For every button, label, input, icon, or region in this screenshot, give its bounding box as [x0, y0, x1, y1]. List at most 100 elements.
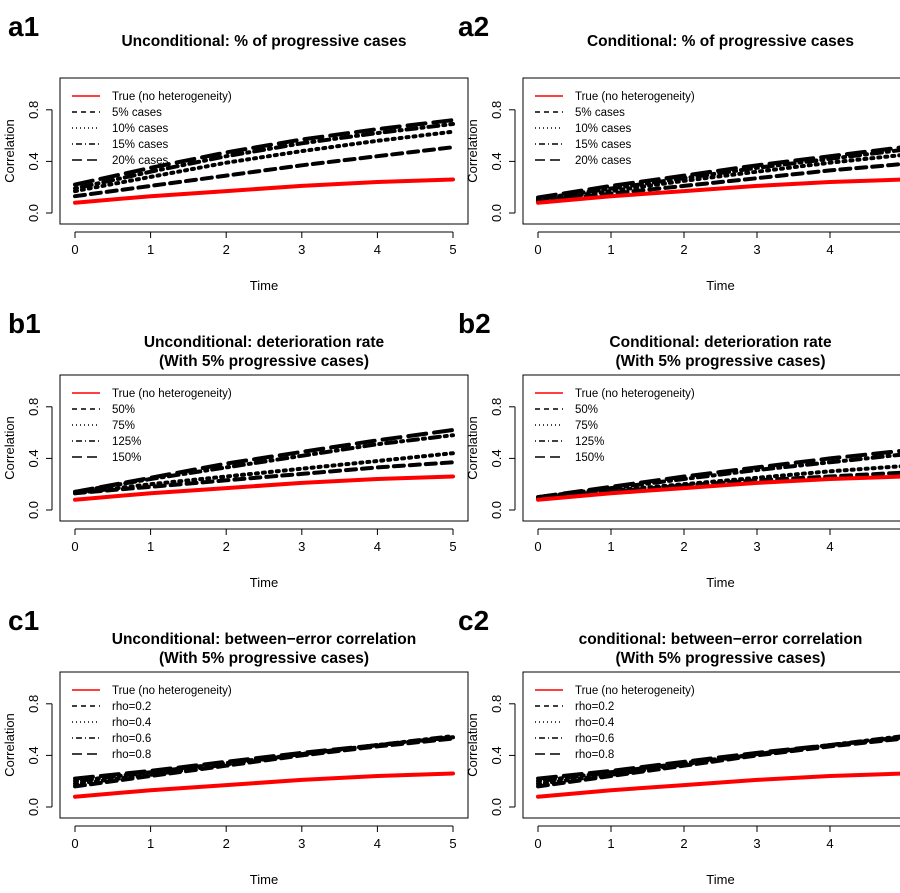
x-tick-label: 0: [534, 539, 541, 554]
series-line-rho-0-8: [73, 735, 455, 781]
chart-title: Unconditional: % of progressive cases: [121, 33, 406, 50]
legend-label: True (no heterogeneity): [112, 685, 232, 697]
legend-label: 75%: [112, 420, 135, 432]
x-tick-label: 1: [147, 836, 154, 851]
y-axis-label: Correlation: [465, 416, 480, 480]
x-tick-label: 1: [607, 242, 614, 257]
series-line-150-: [536, 449, 900, 500]
y-tick-label: 0.8: [26, 695, 41, 713]
y-tick-label: 0.4: [26, 152, 41, 170]
series-line-75-: [536, 464, 900, 501]
panel-label: a2: [458, 11, 489, 42]
legend-label: rho=0.4: [575, 717, 615, 729]
x-tick-label: 2: [223, 242, 230, 257]
series-line-true-no-heterogeneity-: [73, 474, 455, 502]
series-line-true-no-heterogeneity-: [73, 177, 455, 205]
series-line-10-cases: [536, 153, 900, 203]
plot-frame: [59, 77, 469, 225]
x-tick-label: 5: [449, 539, 456, 554]
y-tick-label: 0.0: [26, 798, 41, 816]
legend-label: rho=0.2: [112, 701, 151, 713]
legend-label: True (no heterogeneity): [575, 91, 695, 103]
x-tick-label: 5: [449, 242, 456, 257]
chart-title: Conditional: % of progressive cases: [587, 33, 854, 50]
y-tick-label: 0.0: [26, 501, 41, 519]
series-line-5-cases: [73, 145, 455, 199]
legend-label: True (no heterogeneity): [112, 91, 232, 103]
y-tick-label: 0.0: [489, 204, 504, 222]
x-tick-label: 4: [374, 242, 381, 257]
y-tick-label: 0.0: [26, 204, 41, 222]
x-tick-label: 4: [826, 242, 833, 257]
y-tick-label: 0.0: [489, 501, 504, 519]
y-tick-label: 0.0: [489, 798, 504, 816]
legend-label: 150%: [575, 452, 604, 464]
panel-label: b1: [8, 308, 41, 339]
x-tick-label: 3: [298, 836, 305, 851]
x-tick-label: 3: [753, 539, 760, 554]
series-line-rho-0-8: [536, 735, 900, 781]
x-tick-label: 4: [374, 539, 381, 554]
chart-title: (With 5% progressive cases): [159, 353, 369, 370]
x-tick-label: 3: [753, 242, 760, 257]
series-line-10-cases: [73, 129, 455, 194]
series-line-true-no-heterogeneity-: [536, 474, 900, 502]
x-axis-label: Time: [706, 278, 734, 293]
panel-c2: c2 conditional: between−error correlation…: [458, 605, 900, 887]
series-line-rho-0-2: [536, 736, 900, 789]
plot-frame: [522, 77, 900, 225]
legend-label: True (no heterogeneity): [575, 388, 695, 400]
legend-label: rho=0.8: [112, 749, 151, 761]
x-tick-label: 1: [607, 836, 614, 851]
legend-label: 20% cases: [112, 155, 169, 167]
legend-label: 10% cases: [112, 123, 169, 135]
panel-label: a1: [8, 11, 39, 42]
panel-a2: a2 Conditional: % of progressive cases 0 1 2…: [458, 11, 900, 293]
chart-title: (With 5% progressive cases): [615, 353, 825, 370]
series-line-20-cases: [73, 118, 455, 187]
x-tick-label: 0: [71, 836, 78, 851]
chart-title: (With 5% progressive cases): [159, 650, 369, 667]
plot-frame: [522, 671, 900, 819]
y-tick-label: 0.4: [26, 449, 41, 467]
legend-label: 5% cases: [575, 107, 625, 119]
x-tick-label: 1: [147, 242, 154, 257]
chart-title: Unconditional: between−error correlation: [112, 631, 416, 648]
panel-b1: b1 Unconditional: deterioration rate (With…: [2, 308, 469, 590]
x-tick-label: 2: [223, 836, 230, 851]
legend-label: 75%: [575, 420, 598, 432]
x-tick-label: 4: [374, 836, 381, 851]
series-line-15-cases: [536, 148, 900, 201]
panel-label: c2: [458, 605, 489, 636]
y-tick-label: 0.8: [26, 398, 41, 416]
x-tick-label: 3: [753, 836, 760, 851]
plot-frame: [522, 374, 900, 522]
legend-label: 150%: [112, 452, 141, 464]
series-line-true-no-heterogeneity-: [536, 177, 900, 205]
series-line-rho-0-2: [73, 736, 455, 789]
legend-label: 20% cases: [575, 155, 632, 167]
x-tick-label: 3: [298, 539, 305, 554]
panel-label: c1: [8, 605, 39, 636]
legend-label: True (no heterogeneity): [575, 685, 695, 697]
y-axis-label: Correlation: [465, 713, 480, 777]
x-tick-label: 1: [607, 539, 614, 554]
x-axis-label: Time: [250, 278, 278, 293]
panel-b2: b2 Conditional: deterioration rate (With 5…: [458, 308, 900, 590]
panel-label: b2: [458, 308, 491, 339]
legend-label: rho=0.6: [575, 733, 614, 745]
x-tick-label: 0: [71, 539, 78, 554]
x-tick-label: 5: [449, 836, 456, 851]
y-tick-label: 0.8: [489, 398, 504, 416]
x-tick-label: 2: [680, 539, 687, 554]
series-line-true-no-heterogeneity-: [73, 771, 455, 799]
panel-a1: a1 Unconditional: % of progressive cases 0…: [2, 11, 469, 293]
y-axis-label: Correlation: [2, 416, 17, 480]
y-axis-label: Correlation: [2, 119, 17, 183]
x-tick-label: 2: [680, 242, 687, 257]
legend-label: 15% cases: [575, 139, 632, 151]
panel-c1: c1 Unconditional: between−error correlati…: [2, 605, 469, 887]
legend-label: rho=0.2: [575, 701, 614, 713]
